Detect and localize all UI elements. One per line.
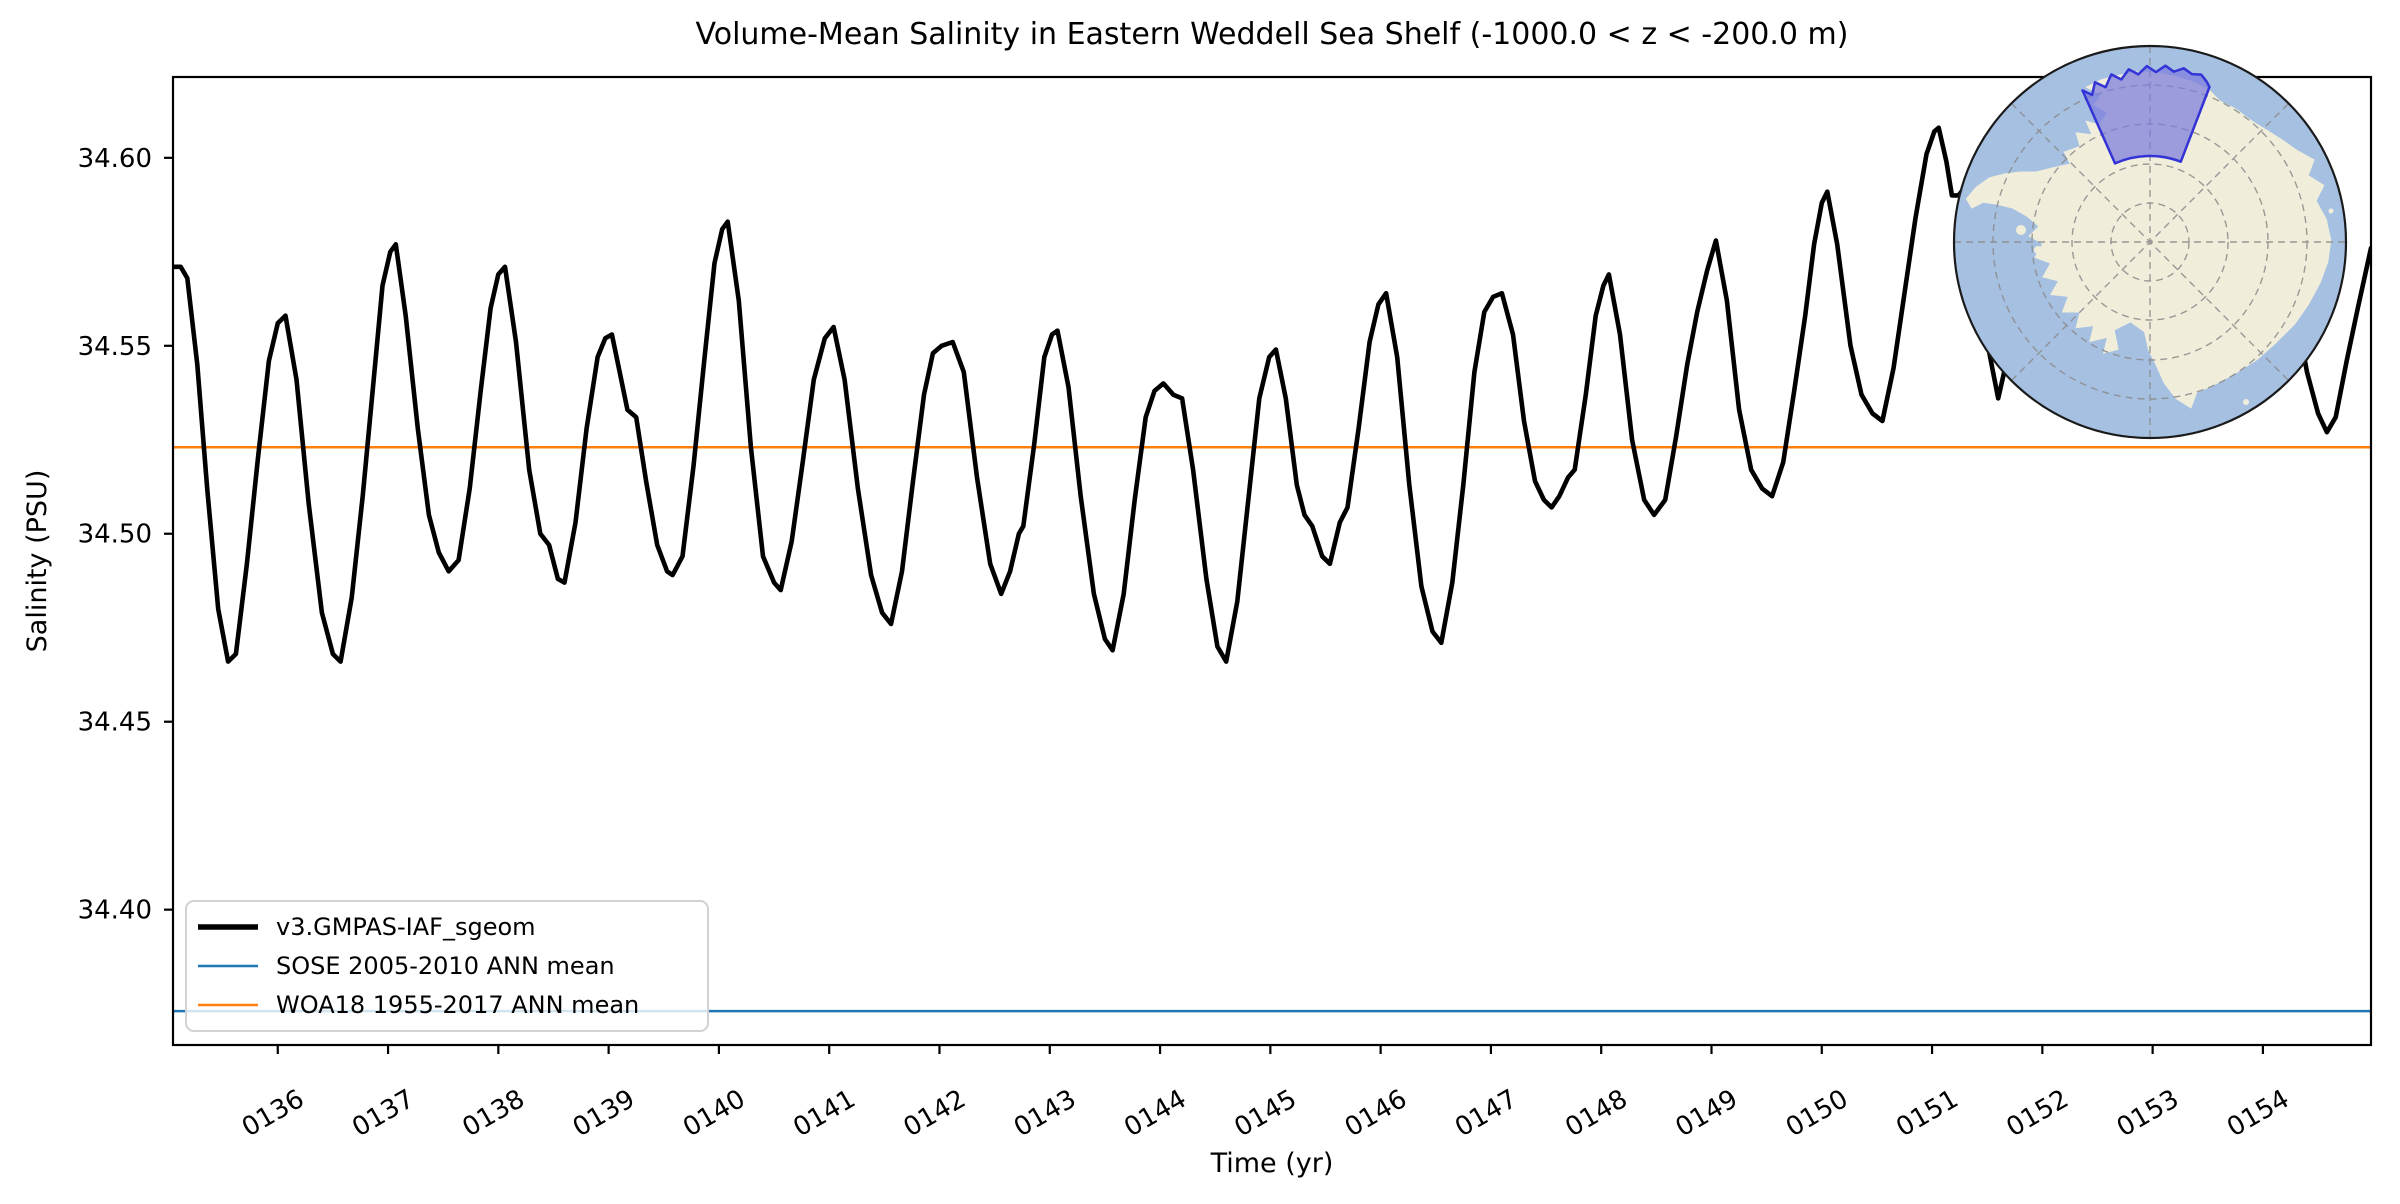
- legend-item-model: v3.GMPAS-IAF_sgeom: [198, 913, 536, 941]
- x-tick-label: 0138: [458, 1084, 530, 1143]
- x-tick-label: 0145: [1230, 1084, 1302, 1143]
- x-axis-ticks: 0136 0137 0138 0139 0140 0141 0142 0143 0144 0145…: [237, 1045, 2294, 1143]
- y-axis-label: Salinity (PSU): [22, 470, 53, 653]
- legend-label-sose: SOSE 2005-2010 ANN mean: [276, 952, 615, 980]
- x-tick-label: 0146: [1340, 1084, 1412, 1143]
- plot-area: [171, 75, 2373, 1047]
- x-tick-label: 0150: [1781, 1084, 1853, 1143]
- map-region-weddell-shelf: [2081, 64, 2211, 165]
- x-tick-label: 0139: [568, 1084, 640, 1143]
- y-axis-ticks: 34.40 34.45 34.50 34.55 34.60: [78, 144, 173, 926]
- y-tick-label: 34.55: [78, 332, 152, 362]
- y-tick-label: 34.50: [78, 520, 152, 550]
- legend-item-woa18: WOA18 1955-2017 ANN mean: [198, 991, 639, 1019]
- x-tick-label: 0141: [788, 1084, 860, 1143]
- legend-label-woa18: WOA18 1955-2017 ANN mean: [276, 991, 639, 1019]
- legend: v3.GMPAS-IAF_sgeom SOSE 2005-2010 ANN me…: [185, 900, 709, 1032]
- x-tick-label: 0148: [1560, 1084, 1632, 1143]
- x-tick-label: 0143: [1009, 1084, 1081, 1143]
- x-tick-label: 0153: [2112, 1084, 2184, 1143]
- x-tick-label: 0144: [1119, 1084, 1191, 1143]
- x-tick-label: 0137: [347, 1084, 419, 1143]
- x-tick-label: 0147: [1450, 1084, 1522, 1143]
- x-tick-label: 0152: [2002, 1084, 2074, 1143]
- x-tick-label: 0136: [237, 1084, 309, 1143]
- x-tick-label: 0140: [678, 1084, 750, 1143]
- x-tick-label: 0149: [1671, 1084, 1743, 1143]
- x-tick-label: 0142: [899, 1084, 971, 1143]
- y-tick-label: 34.60: [78, 144, 152, 174]
- inset-map: [1952, 44, 2348, 440]
- series-curve-v3-gmpas-iaf-sgeom: [173, 99, 2371, 664]
- legend-item-sose: SOSE 2005-2010 ANN mean: [198, 952, 615, 980]
- x-tick-label: 0154: [2222, 1084, 2294, 1143]
- y-tick-label: 34.40: [78, 896, 152, 926]
- x-tick-label: 0151: [1891, 1084, 1963, 1143]
- map-graticule: [1954, 46, 2346, 438]
- x-axis-label: Time (yr): [1210, 1148, 1334, 1179]
- map-outline-circle: [1952, 44, 2348, 440]
- y-tick-label: 34.45: [78, 708, 152, 738]
- legend-frame: [185, 900, 709, 1032]
- chart-title: Volume-Mean Salinity in Eastern Weddell …: [696, 17, 1849, 52]
- map-islands: [2008, 189, 2334, 405]
- legend-label-model: v3.GMPAS-IAF_sgeom: [276, 913, 536, 941]
